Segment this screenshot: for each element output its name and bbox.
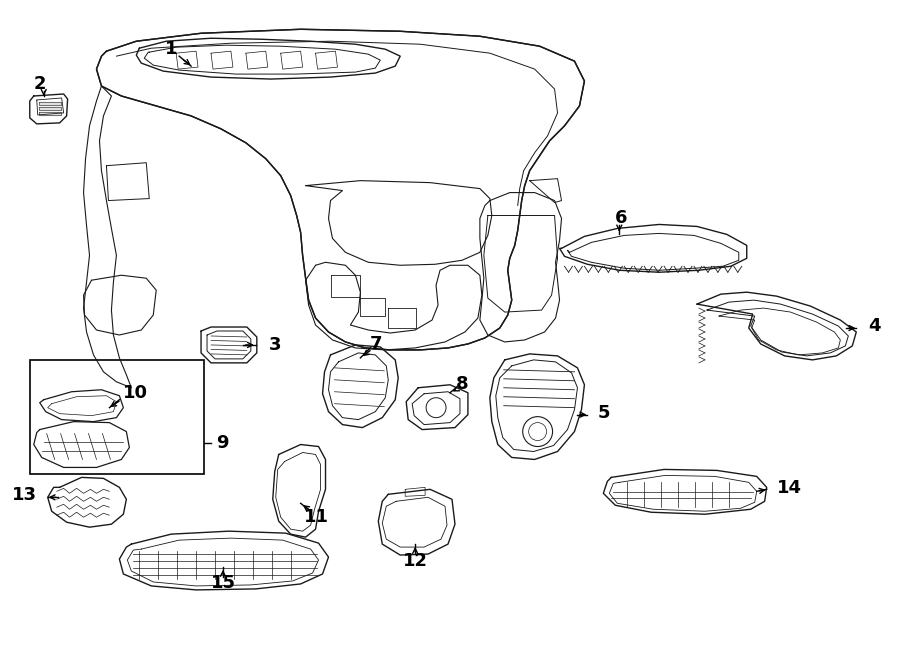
- Polygon shape: [406, 385, 468, 430]
- Text: 1: 1: [165, 40, 177, 58]
- Polygon shape: [30, 94, 68, 124]
- Polygon shape: [273, 444, 326, 537]
- Text: 2: 2: [33, 75, 46, 93]
- Polygon shape: [48, 477, 126, 527]
- Polygon shape: [697, 292, 856, 360]
- Text: 12: 12: [402, 552, 428, 570]
- Polygon shape: [34, 422, 130, 467]
- Polygon shape: [136, 38, 400, 79]
- Polygon shape: [490, 354, 584, 459]
- Text: 3: 3: [269, 336, 282, 354]
- Polygon shape: [39, 102, 60, 105]
- Text: 14: 14: [777, 479, 802, 497]
- Text: 10: 10: [123, 384, 148, 402]
- Text: 11: 11: [304, 508, 329, 526]
- Text: 5: 5: [598, 404, 610, 422]
- Polygon shape: [560, 224, 747, 272]
- Text: 8: 8: [455, 375, 468, 393]
- Text: 9: 9: [216, 434, 229, 451]
- Bar: [30, 360, 204, 475]
- Polygon shape: [39, 112, 60, 115]
- Polygon shape: [96, 29, 584, 350]
- Text: 15: 15: [211, 574, 236, 592]
- Polygon shape: [39, 107, 60, 110]
- Polygon shape: [603, 469, 767, 514]
- Text: 7: 7: [370, 335, 382, 353]
- Polygon shape: [40, 390, 123, 422]
- Polygon shape: [120, 531, 328, 590]
- Polygon shape: [378, 489, 455, 555]
- Text: 6: 6: [615, 209, 627, 228]
- Polygon shape: [322, 345, 398, 428]
- Text: 4: 4: [868, 317, 881, 335]
- Polygon shape: [201, 327, 256, 363]
- Text: 13: 13: [12, 487, 37, 504]
